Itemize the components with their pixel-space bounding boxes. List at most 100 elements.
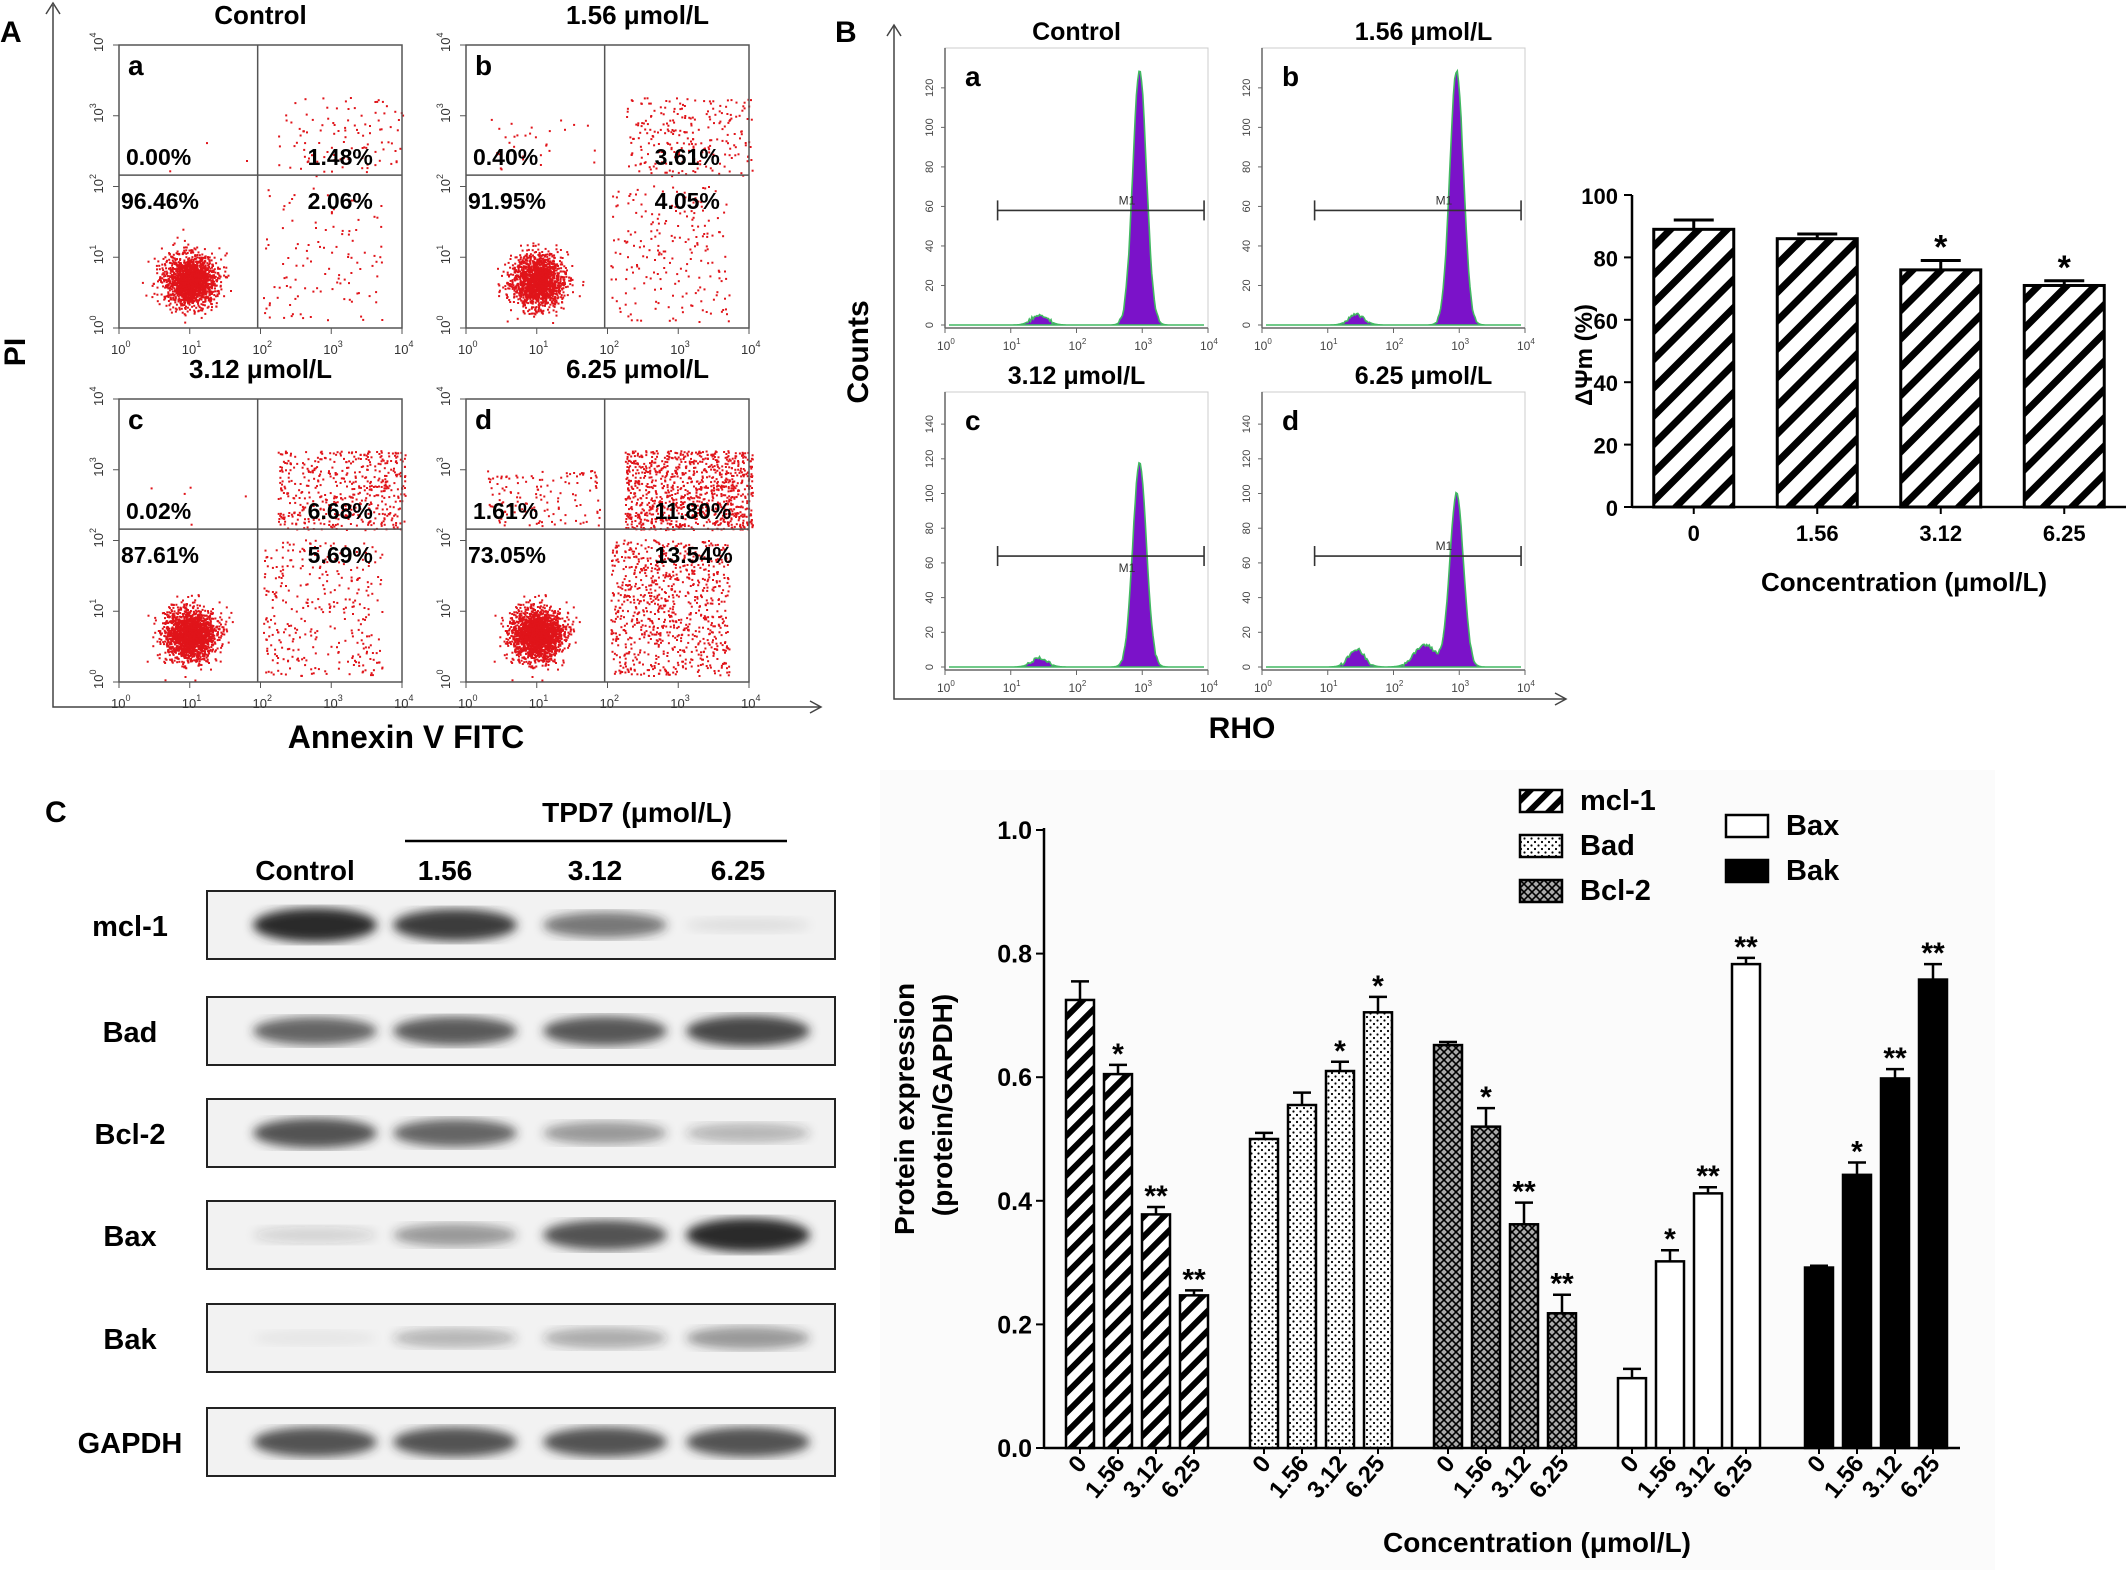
- event-dot: [638, 267, 641, 270]
- event-dot: [655, 300, 658, 303]
- event-dot: [630, 99, 633, 102]
- event-dot: [310, 260, 312, 263]
- event-dot: [512, 301, 515, 303]
- event-dot: [165, 304, 168, 307]
- event-dot: [535, 295, 538, 298]
- event-dot: [191, 265, 194, 268]
- event-dot: [359, 268, 362, 270]
- event-dot: [264, 312, 267, 315]
- event-dot: [350, 147, 353, 150]
- event-dot: [545, 282, 548, 285]
- event-dot: [187, 279, 190, 281]
- event-dot: [217, 266, 220, 269]
- event-dot: [181, 273, 184, 276]
- event-dot: [326, 151, 329, 153]
- event-dot: [164, 297, 167, 300]
- event-dot: [640, 319, 643, 322]
- event-dot: [205, 292, 208, 295]
- event-dot: [267, 189, 270, 192]
- event-dot: [186, 296, 189, 299]
- event-dot: [643, 162, 646, 164]
- event-dot: [195, 260, 198, 263]
- event-dot: [522, 305, 525, 308]
- event-dot: [194, 255, 197, 257]
- event-dot: [548, 289, 551, 292]
- event-dot: [529, 279, 532, 282]
- event-dot: [515, 295, 518, 298]
- event-dot: [551, 295, 554, 298]
- event-dot: [511, 279, 514, 282]
- event-dot: [520, 262, 523, 265]
- event-dot: [520, 244, 522, 247]
- event-dot: [182, 294, 185, 296]
- event-dot: [546, 263, 549, 266]
- event-dot: [524, 287, 527, 290]
- event-dot: [290, 121, 293, 124]
- event-dot: [716, 291, 719, 294]
- event-dot: [541, 304, 544, 307]
- event-dot: [158, 264, 161, 267]
- event-dot: [213, 268, 216, 271]
- event-dot: [640, 148, 643, 151]
- event-dot: [192, 288, 195, 291]
- event-dot: [707, 110, 709, 113]
- scatter-plot-c: 3.12 μmol/Lc0.02% 6.68%87.61% 5.69%1001001…: [88, 354, 413, 711]
- event-dot: [522, 158, 525, 161]
- event-dot: [529, 261, 532, 264]
- event-dot: [513, 271, 516, 274]
- event-dot: [674, 129, 677, 132]
- event-dot: [541, 272, 544, 275]
- event-dot: [368, 295, 371, 298]
- event-dot: [514, 256, 517, 259]
- event-dot: [513, 268, 516, 271]
- event-dot: [343, 298, 346, 301]
- event-dot: [694, 143, 697, 146]
- y-tick-label: 100: [88, 316, 106, 335]
- event-dot: [181, 282, 184, 285]
- event-dot: [682, 142, 685, 145]
- event-dot: [156, 272, 159, 275]
- event-dot: [702, 209, 704, 212]
- event-dot: [214, 649, 217, 652]
- event-dot: [683, 105, 686, 107]
- event-dot: [341, 233, 344, 236]
- event-dot: [626, 110, 629, 113]
- event-dot: [517, 302, 520, 304]
- event-dot: [182, 298, 185, 301]
- event-dot: [173, 279, 176, 282]
- event-dot: [718, 231, 721, 234]
- event-dot: [332, 122, 335, 124]
- event-dot: [185, 294, 188, 297]
- event-dot: [535, 298, 538, 301]
- event-dot: [542, 264, 545, 267]
- event-dot: [635, 123, 638, 126]
- event-dot: [514, 276, 517, 279]
- event-dot: [168, 261, 171, 264]
- event-dot: [376, 216, 379, 219]
- event-dot: [528, 268, 531, 270]
- event-dot: [550, 279, 553, 282]
- event-dot: [537, 248, 540, 251]
- event-dot: [519, 295, 522, 298]
- event-dot: [726, 313, 728, 316]
- event-dot: [181, 264, 184, 267]
- event-dot: [540, 259, 543, 262]
- event-dot: [630, 319, 633, 322]
- event-dot: [281, 227, 284, 230]
- event-dot: [558, 287, 561, 290]
- event-dot: [290, 315, 293, 318]
- event-dot: [535, 268, 538, 270]
- event-dot: [639, 240, 642, 243]
- event-dot: [522, 310, 525, 312]
- event-dot: [179, 292, 182, 294]
- x-tick-label: 100: [458, 339, 477, 357]
- event-dot: [184, 275, 187, 278]
- event-dot: [525, 266, 528, 269]
- event-dot: [350, 300, 353, 303]
- event-dot: [187, 260, 190, 263]
- tick-exponent: 4: [88, 33, 98, 38]
- event-dot: [718, 172, 721, 175]
- event-dot: [211, 283, 214, 286]
- event-dot: [206, 267, 209, 270]
- event-dot: [207, 651, 210, 654]
